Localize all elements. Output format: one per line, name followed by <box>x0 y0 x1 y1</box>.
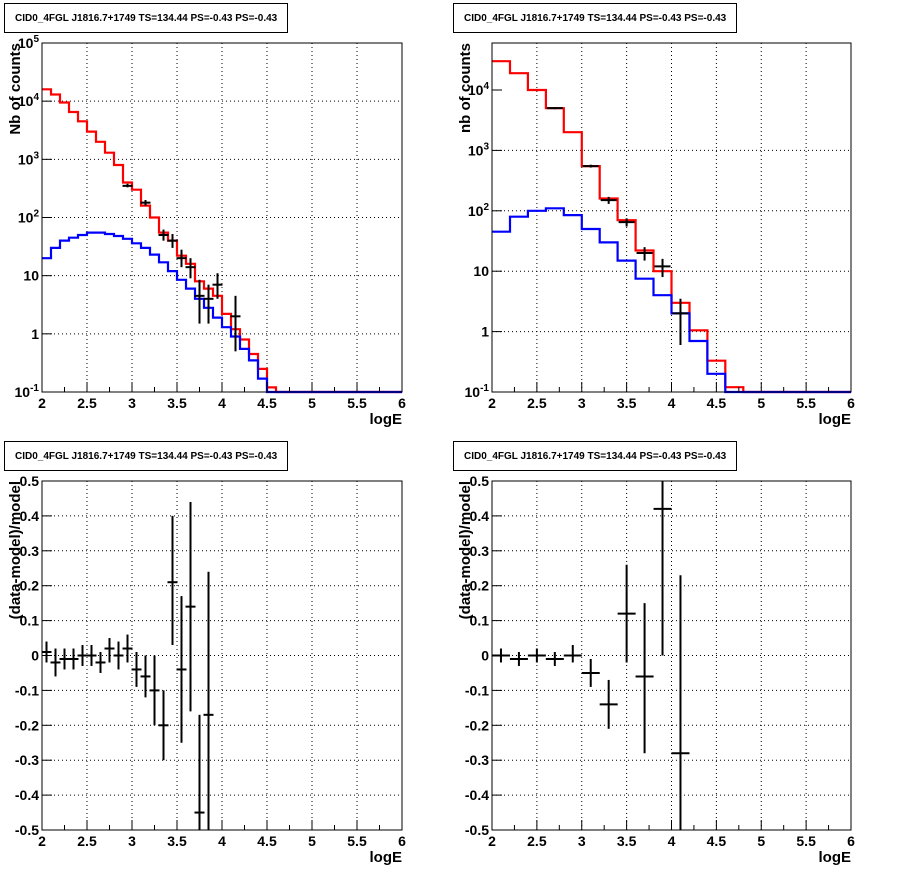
x-tick-label: 6 <box>847 833 855 849</box>
x-tick-label: 5 <box>308 833 316 849</box>
x-tick-label: 5.5 <box>796 833 816 849</box>
y-tick-label: -0.4 <box>465 787 489 803</box>
panel-title-top-left: CID0_4FGL J1816.7+1749 TS=134.44 PS=-0.4… <box>4 3 289 33</box>
x-tick-label: 3 <box>578 395 586 411</box>
x-tick-label: 3 <box>578 833 586 849</box>
y-tick-label: -0.5 <box>465 822 489 838</box>
x-tick-label: 4.5 <box>707 395 727 411</box>
y-tick-label: 102 <box>468 202 490 219</box>
x-tick-label: 5.5 <box>796 395 816 411</box>
x-tick-label: 2.5 <box>77 833 97 849</box>
y-tick-label: -0.5 <box>15 822 39 838</box>
x-tick-label: 4 <box>668 395 676 411</box>
step-series-0 <box>42 88 402 394</box>
y-tick-label: 0 <box>481 648 489 664</box>
x-tick-label: 2 <box>488 395 496 411</box>
x-tick-label: 2.5 <box>527 395 547 411</box>
y-tick-label: 0.5 <box>20 473 40 489</box>
panel-title-top-right: CID0_4FGL J1816.7+1749 TS=134.44 PS=-0.4… <box>453 3 738 33</box>
x-tick-label: 3.5 <box>167 395 187 411</box>
panel-0: 2 2.5 3 3.5 4 4.5 5 5.5 610-1110102103104105logE… <box>7 34 406 428</box>
x-tick-label: 2 <box>38 833 46 849</box>
x-tick-label: 4.5 <box>257 395 277 411</box>
x-axis-title: logE <box>370 849 403 866</box>
panel-1: 2 2.5 3 3.5 4 4.5 5 5.5 610-1110102103104logEnb … <box>457 42 855 428</box>
x-tick-label: 5 <box>308 395 316 411</box>
y-tick-label: 10-1 <box>15 383 40 400</box>
panel-2: 2 2.5 3 3.5 4 4.5 5 5.5 6 -0.5 -0.4 -0.3 -0.2 -0.1 0 0.… <box>7 473 406 866</box>
x-tick-label: 4.5 <box>257 833 277 849</box>
x-tick-label: 2 <box>38 395 46 411</box>
y-tick-label: 0.2 <box>470 578 490 594</box>
y-tick-label: 0.4 <box>20 508 40 524</box>
x-axis-title: logE <box>819 849 852 866</box>
x-tick-label: 4 <box>218 395 226 411</box>
x-tick-label: 6 <box>398 395 406 411</box>
y-tick-label: 10-1 <box>465 383 490 400</box>
x-tick-label: 3.5 <box>617 833 637 849</box>
y-tick-label: 0.3 <box>20 543 40 559</box>
x-tick-label: 6 <box>398 833 406 849</box>
y-tick-label: -0.3 <box>15 752 39 768</box>
x-tick-label: 2 <box>488 833 496 849</box>
y-tick-label: 0.2 <box>20 578 40 594</box>
y-tick-label: -0.2 <box>465 717 489 733</box>
y-tick-label: -0.4 <box>15 787 39 803</box>
x-tick-label: 3 <box>128 395 136 411</box>
y-tick-label: 0.3 <box>470 543 490 559</box>
x-tick-label: 5 <box>757 395 765 411</box>
x-tick-label: 4 <box>668 833 676 849</box>
x-tick-label: 2.5 <box>527 833 547 849</box>
step-series-0 <box>492 60 851 394</box>
y-tick-label: -0.1 <box>15 682 39 698</box>
y-tick-label: 0.1 <box>470 613 490 629</box>
y-tick-label: 0 <box>31 648 39 664</box>
x-tick-label: 3.5 <box>617 395 637 411</box>
x-tick-label: 6 <box>847 395 855 411</box>
y-tick-label: 0.4 <box>470 508 490 524</box>
y-tick-label: 0.5 <box>470 473 490 489</box>
panel-title-bottom-right: CID0_4FGL J1816.7+1749 TS=134.44 PS=-0.4… <box>453 441 738 471</box>
y-axis-title: (data-model)/model <box>457 481 474 619</box>
y-tick-label: -0.1 <box>465 682 489 698</box>
y-tick-label: 102 <box>18 209 40 226</box>
x-tick-label: 4 <box>218 833 226 849</box>
y-tick-label: -0.2 <box>15 717 39 733</box>
x-axis-title: logE <box>819 411 852 428</box>
y-tick-label: 103 <box>18 150 40 167</box>
y-tick-label: 10 <box>473 263 489 279</box>
x-axis-title: logE <box>370 411 403 428</box>
x-tick-label: 5 <box>757 833 765 849</box>
y-axis-title: Nb of counts <box>7 43 24 135</box>
y-tick-label: 1 <box>481 324 489 340</box>
x-tick-label: 3.5 <box>167 833 187 849</box>
panel-title-bottom-left: CID0_4FGL J1816.7+1749 TS=134.44 PS=-0.4… <box>4 441 289 471</box>
y-tick-label: 1 <box>31 326 39 342</box>
x-tick-label: 5.5 <box>347 395 367 411</box>
x-tick-label: 3 <box>128 833 136 849</box>
y-tick-label: 103 <box>468 141 490 158</box>
y-tick-label: 10 <box>23 268 39 284</box>
panel-3: 2 2.5 3 3.5 4 4.5 5 5.5 6 -0.5 -0.4 -0.3 -0.2 -0.1 0 0.… <box>457 473 855 866</box>
y-tick-label: 0.1 <box>20 613 40 629</box>
x-tick-label: 4.5 <box>707 833 727 849</box>
x-tick-label: 2.5 <box>77 395 97 411</box>
y-tick-label: -0.3 <box>465 752 489 768</box>
y-axis-title: (data-model)/model <box>7 481 24 619</box>
x-tick-label: 5.5 <box>347 833 367 849</box>
y-axis-title: nb of counts <box>457 43 474 133</box>
